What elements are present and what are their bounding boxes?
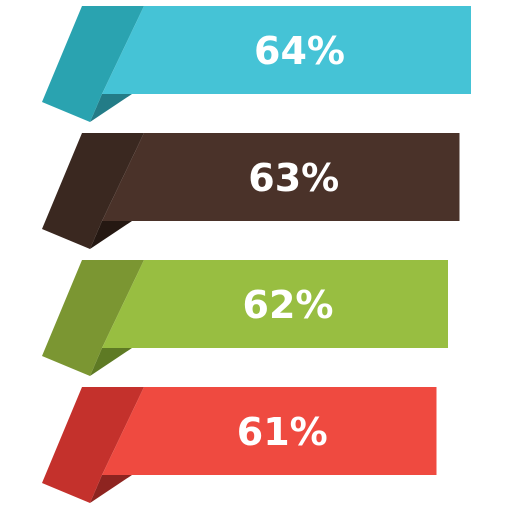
bar [102,133,460,221]
bar [102,6,471,94]
ribbon-bar-4: 61% [42,387,437,503]
ribbon-fold-shadow [90,475,132,503]
ribbon-fold-shadow [90,348,132,376]
ribbon-bar-2: 63% [42,133,460,249]
ribbon-fold [42,260,144,376]
data-label: 62% [243,283,334,327]
bar [102,387,437,475]
ribbon-bar-1: 64% [42,6,471,122]
ribbon-fold-shadow [90,221,132,249]
ribbon-bar-3: 62% [42,260,448,376]
data-label: 63% [248,156,339,200]
data-label: 61% [237,410,328,454]
bar [102,260,448,348]
data-label: 64% [254,29,345,73]
ribbon-fold [42,387,144,503]
ribbon-fold [42,6,144,122]
ribbon-fold [42,133,144,249]
ribbon-fold-shadow [90,94,132,122]
